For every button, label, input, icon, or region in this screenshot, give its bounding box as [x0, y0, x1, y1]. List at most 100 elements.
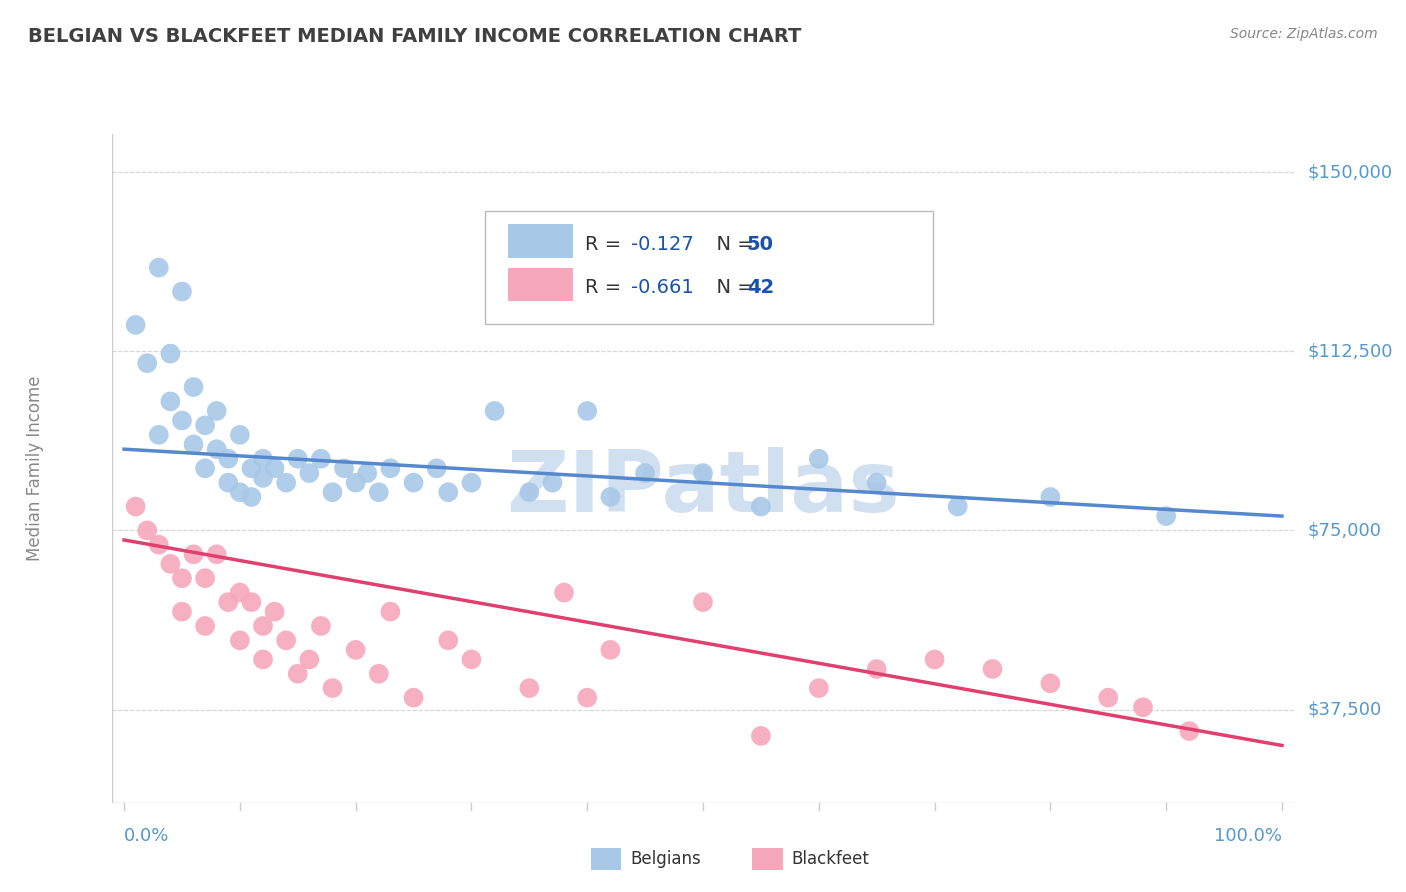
- Text: ZIPatlas: ZIPatlas: [506, 447, 900, 530]
- Point: [205, 547, 228, 561]
- Point: [287, 451, 309, 466]
- FancyBboxPatch shape: [485, 211, 934, 325]
- Point: [807, 681, 830, 695]
- Point: [252, 652, 274, 666]
- Text: Source: ZipAtlas.com: Source: ZipAtlas.com: [1230, 27, 1378, 41]
- Text: -0.661: -0.661: [631, 278, 695, 297]
- Point: [240, 595, 263, 609]
- Point: [553, 585, 575, 599]
- Point: [333, 461, 356, 475]
- Point: [692, 466, 714, 480]
- Point: [344, 643, 367, 657]
- Text: R =: R =: [585, 235, 627, 253]
- Point: [183, 547, 205, 561]
- Point: [217, 475, 239, 490]
- Point: [159, 394, 181, 409]
- Point: [749, 729, 772, 743]
- Point: [229, 633, 252, 648]
- Point: [229, 585, 252, 599]
- Point: [183, 380, 205, 394]
- Point: [924, 652, 946, 666]
- Point: [170, 605, 193, 619]
- Point: [170, 285, 193, 299]
- Point: [124, 318, 146, 332]
- Point: [1132, 700, 1154, 714]
- Point: [866, 475, 889, 490]
- Point: [276, 633, 298, 648]
- Point: [402, 475, 425, 490]
- Point: [460, 652, 482, 666]
- Point: [866, 662, 889, 676]
- Point: [252, 451, 274, 466]
- Point: [1154, 509, 1177, 524]
- Text: $75,000: $75,000: [1308, 522, 1382, 540]
- Point: [634, 466, 657, 480]
- Point: [263, 461, 285, 475]
- Point: [517, 485, 540, 500]
- Text: 50: 50: [747, 235, 773, 253]
- Point: [367, 666, 389, 681]
- Point: [298, 652, 321, 666]
- Text: Belgians: Belgians: [630, 850, 700, 868]
- Point: [124, 500, 146, 514]
- Point: [170, 413, 193, 427]
- Text: $37,500: $37,500: [1308, 700, 1382, 719]
- Point: [946, 500, 969, 514]
- Point: [252, 619, 274, 633]
- Point: [159, 557, 181, 571]
- Point: [252, 471, 274, 485]
- Point: [194, 571, 217, 585]
- Point: [309, 619, 332, 633]
- Point: [148, 538, 170, 552]
- Point: [517, 681, 540, 695]
- Point: [217, 595, 239, 609]
- Point: [576, 404, 599, 418]
- Point: [356, 466, 378, 480]
- Point: [437, 633, 460, 648]
- Point: [148, 260, 170, 275]
- Text: Blackfeet: Blackfeet: [792, 850, 869, 868]
- Text: N =: N =: [704, 235, 761, 253]
- Point: [1039, 490, 1062, 504]
- Point: [367, 485, 389, 500]
- Point: [1178, 724, 1201, 739]
- Point: [749, 500, 772, 514]
- Point: [276, 475, 298, 490]
- Text: BELGIAN VS BLACKFEET MEDIAN FAMILY INCOME CORRELATION CHART: BELGIAN VS BLACKFEET MEDIAN FAMILY INCOM…: [28, 27, 801, 45]
- Point: [287, 666, 309, 681]
- Point: [183, 437, 205, 451]
- Point: [981, 662, 1004, 676]
- Point: [484, 404, 506, 418]
- Point: [263, 605, 285, 619]
- Point: [148, 428, 170, 442]
- Point: [321, 681, 343, 695]
- Text: $150,000: $150,000: [1308, 163, 1393, 181]
- Text: R =: R =: [585, 278, 627, 297]
- Point: [194, 461, 217, 475]
- Point: [380, 605, 402, 619]
- Point: [229, 485, 252, 500]
- Point: [380, 461, 402, 475]
- Point: [599, 490, 621, 504]
- FancyBboxPatch shape: [508, 224, 574, 258]
- Point: [217, 451, 239, 466]
- Point: [229, 428, 252, 442]
- Point: [460, 475, 482, 490]
- Point: [240, 490, 263, 504]
- Text: 42: 42: [747, 278, 773, 297]
- Text: $112,500: $112,500: [1308, 343, 1393, 360]
- Point: [194, 619, 217, 633]
- Point: [205, 442, 228, 457]
- Point: [240, 461, 263, 475]
- Text: Median Family Income: Median Family Income: [27, 376, 44, 561]
- Point: [170, 571, 193, 585]
- Point: [692, 595, 714, 609]
- Point: [807, 451, 830, 466]
- Point: [541, 475, 564, 490]
- Point: [576, 690, 599, 705]
- Point: [599, 643, 621, 657]
- Text: N =: N =: [704, 278, 761, 297]
- Point: [1097, 690, 1119, 705]
- Point: [426, 461, 449, 475]
- Point: [136, 356, 159, 370]
